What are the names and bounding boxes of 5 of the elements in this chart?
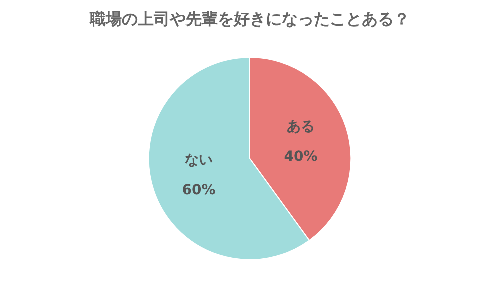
chart-title: 職場の上司や先輩を好きになったことある？ (89, 10, 410, 28)
data-label: 40% (284, 149, 318, 166)
slice-label: ある (286, 119, 315, 136)
slice-label: ない (185, 152, 214, 168)
data-label: 60% (182, 182, 216, 198)
